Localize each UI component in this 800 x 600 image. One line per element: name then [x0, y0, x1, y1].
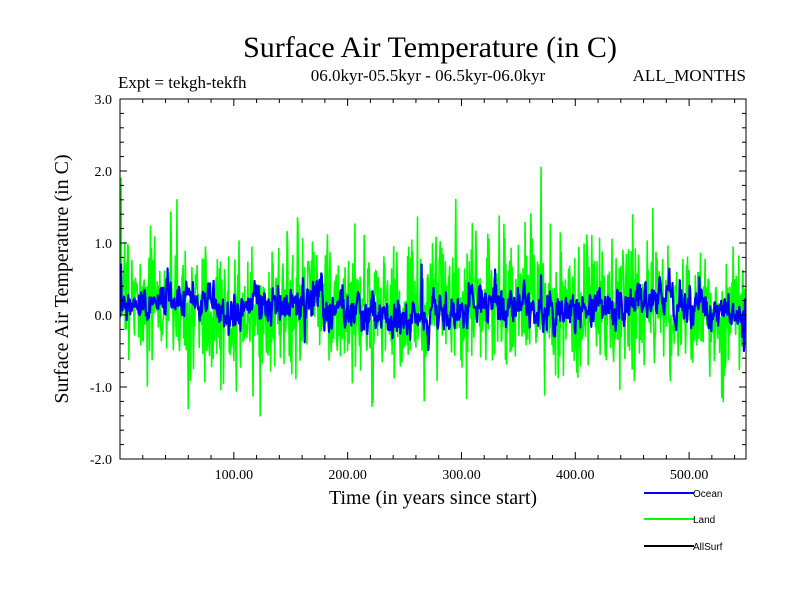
y-tick-label: 0.0: [95, 309, 113, 324]
expt-label: Expt = tekgh-tekfh: [118, 73, 247, 92]
ticks-layer: 100.00 200.00 300.00 400.00 500.00 -2.0 -1.0 0.…: [90, 93, 746, 483]
legend: Ocean Land AllSurf: [644, 489, 723, 553]
series-line-ocean: [120, 263, 746, 353]
plot-frame: [119, 98, 747, 460]
period-label: 06.0kyr-05.5kyr - 06.5kyr-06.0kyr: [311, 66, 546, 85]
legend-label-ocean: Ocean: [693, 489, 722, 500]
x-tick-label: 200.00: [328, 468, 367, 483]
chart-title: Surface Air Temperature (in C): [243, 31, 617, 64]
y-tick-label: 1.0: [95, 237, 113, 252]
months-label: ALL_MONTHS: [633, 66, 746, 85]
legend-label-allsurf: AllSurf: [693, 542, 723, 553]
y-axis-label: Surface Air Temperature (in C): [51, 154, 73, 403]
x-tick-label: 500.00: [670, 468, 709, 483]
y-tick-label: -1.0: [90, 381, 112, 396]
y-tick-label: 3.0: [95, 93, 113, 108]
y-tick-label: -2.0: [90, 453, 112, 468]
series-layer: [120, 166, 746, 417]
x-tick-label: 100.00: [215, 468, 254, 483]
x-tick-label: 300.00: [442, 468, 481, 483]
x-axis-label: Time (in years since start): [329, 487, 537, 509]
x-tick-label: 400.00: [556, 468, 595, 483]
y-tick-label: 2.0: [95, 165, 113, 180]
legend-label-land: Land: [693, 515, 715, 526]
